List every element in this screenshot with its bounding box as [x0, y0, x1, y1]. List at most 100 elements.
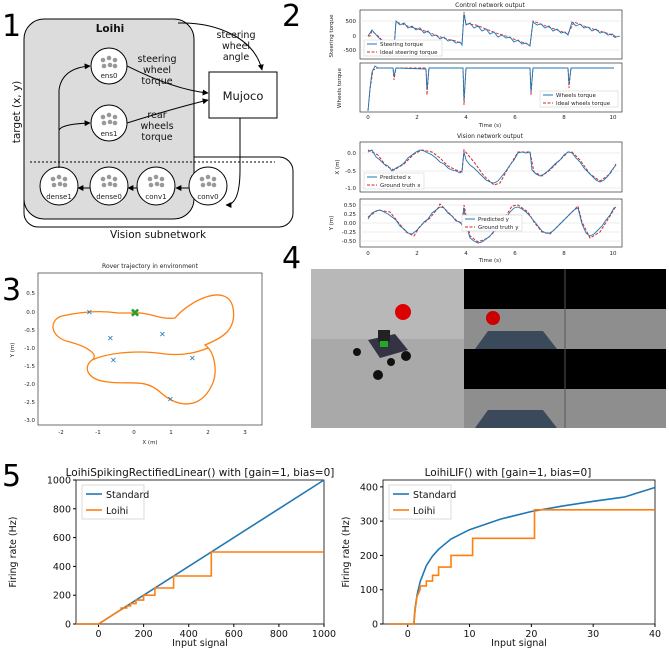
trajectory-path-inner — [91, 347, 209, 361]
right-xtick-label-2: 20 — [525, 629, 537, 640]
right-chart-title: LoihiLIF() with [gain=1, bias=0] — [425, 467, 592, 479]
plot-steering-torque: 500 0 -500 Steering torque Steering torq… — [329, 9, 623, 60]
xticks-control: 0 2 4 6 8 10 — [366, 115, 617, 121]
target-label: target (x, y) — [11, 81, 23, 144]
vision-title: Vision network output — [457, 133, 524, 140]
svg-text:0: 0 — [366, 115, 370, 121]
svg-text:0.5: 0.5 — [26, 291, 35, 297]
legend-a: Steering torque Ideal steering torque — [363, 39, 443, 57]
node-ens1-label: ens1 — [101, 130, 118, 138]
legend-d-1: Ground truth y — [478, 225, 519, 231]
svg-text:-1: -1 — [95, 430, 100, 436]
left-xtick-label-2: 400 — [180, 629, 198, 640]
legend-b-1: Ideal wheels torque — [556, 101, 611, 107]
rover — [353, 330, 411, 380]
left-legend-standard: Standard — [106, 490, 149, 501]
panel-number-4: 4 — [282, 241, 301, 276]
node-ens1: ens1 — [90, 104, 128, 142]
svg-text:✕: ✕ — [167, 395, 174, 404]
svg-text:-0.5: -0.5 — [24, 328, 35, 334]
rear-torque-label-1: rear — [147, 110, 166, 121]
node-conv0-label: conv0 — [197, 193, 218, 201]
svg-text:-2.5: -2.5 — [24, 400, 35, 406]
node-ens0-label: ens0 — [101, 72, 118, 80]
trajectory-axes — [37, 272, 263, 426]
right-legend: Standard Loihi — [388, 484, 456, 520]
yt-d-4: -0.50 — [342, 239, 357, 245]
yt-d-2: 0.00 — [344, 221, 357, 227]
xlabel-control: Time (s) — [478, 123, 501, 129]
target-ball — [395, 304, 411, 320]
legend-a-0: Steering torque — [380, 42, 424, 48]
diagram-arrows — [58, 22, 264, 208]
left-legend: Standard Loihi — [81, 484, 149, 520]
yt-d-3: -0.25 — [342, 230, 357, 236]
legend-a-1: Ideal steering torque — [380, 50, 438, 56]
gt-x-line — [367, 148, 617, 186]
left-chart-title: LoihiSpikingRectifiedLinear() with [gain… — [66, 467, 335, 479]
svg-text:-2: -2 — [58, 430, 63, 436]
node-dense1: dense1 — [39, 166, 79, 206]
legend-d: Predicted y Ground truth y — [461, 214, 523, 232]
legend-b: Wheels torque Ideal wheels torque — [539, 90, 619, 108]
yt-a-2: -500 — [344, 48, 357, 54]
pred-y-line — [367, 206, 617, 244]
left-chart: Input signal Firing rate (Hz) Standard L… — [8, 476, 336, 650]
right-legend-loihi: Loihi — [413, 506, 435, 517]
trajectory-path — [52, 294, 235, 405]
right-chart: Input signal Firing rate (Hz) Standard L… — [341, 479, 661, 649]
yt-c-2: -1.0 — [345, 186, 356, 192]
panel-1-network-diagram: 1 Loihi target (x, y) ens0 ens1 dense1 d… — [2, 9, 294, 241]
svg-text:✕: ✕ — [189, 354, 196, 363]
node-conv0: conv0 — [188, 166, 228, 206]
node-conv1: conv1 — [136, 166, 176, 206]
camera-ball — [486, 311, 500, 325]
xlabel-vision: Time (s) — [478, 258, 501, 264]
ylabel-a: Steering torque — [329, 14, 335, 58]
mujoco-label: Mujoco — [223, 89, 264, 103]
loihi-label: Loihi — [96, 23, 125, 35]
panel-number-2: 2 — [282, 0, 301, 34]
start-marker: ✖ — [130, 306, 140, 320]
gt-y-line — [367, 203, 617, 243]
right-xtick-label-3: 30 — [587, 629, 599, 640]
svg-text:0: 0 — [132, 430, 136, 436]
left-xtick-label-1: 200 — [135, 629, 153, 640]
yt-a-1: 0 — [353, 34, 357, 40]
svg-text:10: 10 — [610, 251, 617, 257]
node-dense1-label: dense1 — [46, 193, 72, 201]
left-ylabel: Firing rate (Hz) — [8, 517, 19, 588]
left-ytick-label-2: 400 — [53, 562, 71, 573]
steering-torque-label-1: steering — [138, 54, 177, 65]
legend-c-0: Predicted x — [380, 175, 412, 181]
steering-line — [367, 13, 621, 50]
node-dense0: dense0 — [89, 166, 129, 206]
panel-3-trajectory: 3 Rover trajectory in environment 0.5 0.… — [2, 263, 263, 446]
svg-text:0.0: 0.0 — [26, 310, 35, 316]
vision-subnetwork-label: Vision subnetwork — [110, 229, 207, 241]
svg-text:3: 3 — [243, 430, 247, 436]
legend-b-0: Wheels torque — [556, 93, 596, 99]
node-ens0: ens0 — [90, 47, 128, 85]
steering-angle-label-2: wheel — [222, 41, 250, 52]
left-ytick-label-5: 1000 — [47, 476, 71, 487]
left-xtick-label-3: 600 — [225, 629, 243, 640]
right-xtick-label-0: 0 — [405, 629, 411, 640]
left-xlabel: Input signal — [172, 638, 228, 649]
trajectory-title: Rover trajectory in environment — [102, 263, 199, 270]
node-dense0-label: dense0 — [96, 193, 122, 201]
waypoint-markers: ✕ ✕ ✕ ✕ ✕ ✕ — [86, 308, 196, 404]
svg-text:4: 4 — [464, 251, 468, 257]
trajectory-yticks: 0.5 0.0 -0.5 -1.0 -1.5 -2.0 -2.5 -3.0 — [24, 291, 35, 424]
yt-c-1: -0.5 — [345, 169, 356, 175]
panel-number-1: 1 — [2, 9, 21, 44]
svg-text:6: 6 — [513, 251, 517, 257]
control-title: Control network output — [455, 2, 525, 9]
svg-text:8: 8 — [562, 115, 566, 121]
left-ytick-label-4: 800 — [53, 504, 71, 515]
right-xtick-label-4: 40 — [649, 629, 661, 640]
node-conv1-label: conv1 — [145, 193, 166, 201]
panel-5-rate-curves: 5 LoihiSpikingRectifiedLinear() with [ga… — [2, 459, 661, 649]
right-ytick-label-0: 0 — [372, 620, 378, 631]
